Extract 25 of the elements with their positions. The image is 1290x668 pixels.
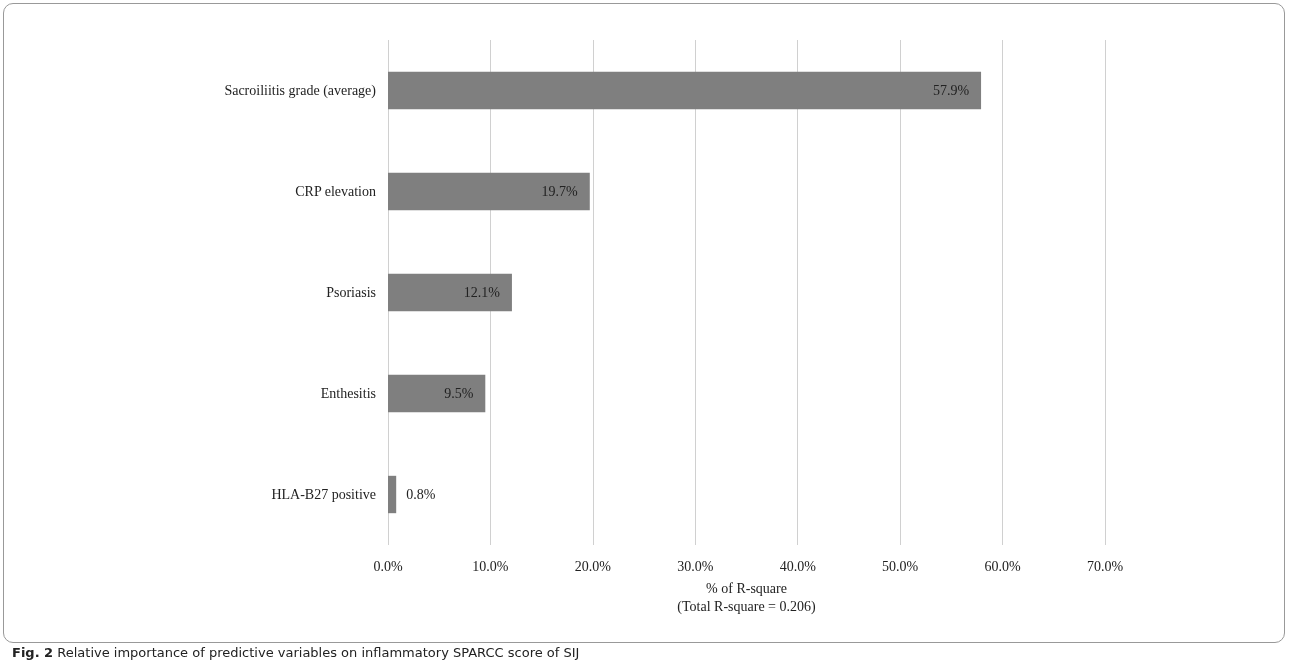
y-tick-label: Psoriasis: [326, 285, 376, 300]
y-tick-label: Sacroiliitis grade (average): [224, 83, 377, 99]
x-tick-label: 60.0%: [984, 558, 1021, 574]
x-tick-label: 0.0%: [373, 558, 403, 574]
bar: [388, 374, 486, 413]
x-tick-label: 40.0%: [779, 558, 817, 574]
bar: [388, 71, 982, 110]
data-label: 12.1%: [463, 285, 501, 300]
x-tick-label: 20.0%: [574, 558, 612, 574]
bar: [388, 172, 590, 211]
data-label: 57.9%: [932, 83, 970, 98]
bar: [388, 475, 397, 514]
caption: Fig. 2 Relative importance of predictive variables on inflammatory SPARCC score of SIJ: [12, 645, 580, 660]
data-label: 9.5%: [444, 386, 474, 401]
y-tick-label: Enthesitis: [320, 386, 376, 401]
y-tick-label: CRP elevation: [295, 184, 376, 199]
x-tick-label: 30.0%: [677, 558, 714, 574]
data-label: 0.8%: [406, 487, 436, 502]
bar: [388, 273, 512, 312]
x-tick-label: 70.0%: [1086, 558, 1124, 574]
y-tick-label: HLA-B27 positive: [271, 487, 376, 502]
x-tick-label: 10.0%: [472, 558, 509, 574]
data-label: 19.7%: [541, 184, 579, 199]
x-axis-title: % of R-square (Total R-square = 0.206): [677, 580, 816, 615]
x-tick-label: 50.0%: [882, 558, 919, 574]
